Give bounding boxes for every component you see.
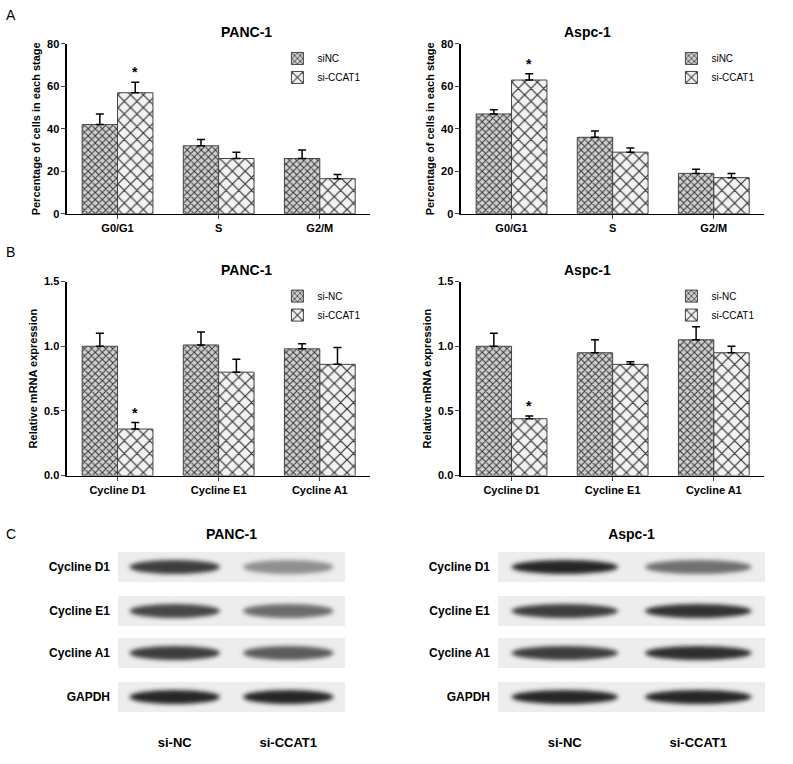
svg-text:si-NC: si-NC <box>548 735 583 750</box>
svg-text:Relative mRNA expression: Relative mRNA expression <box>421 309 433 449</box>
svg-text:*: * <box>526 398 532 414</box>
svg-text:60: 60 <box>47 80 59 92</box>
svg-text:Cycline A1: Cycline A1 <box>292 484 348 496</box>
svg-text:PANC-1: PANC-1 <box>221 262 272 278</box>
svg-text:0.0: 0.0 <box>44 469 59 481</box>
svg-text:Cycline D1: Cycline D1 <box>483 484 539 496</box>
svg-text:A: A <box>6 7 16 23</box>
svg-text:si-CCAT1: si-CCAT1 <box>669 735 727 750</box>
svg-text:si-CCAT1: si-CCAT1 <box>317 72 360 83</box>
svg-text:siNC: siNC <box>317 53 339 64</box>
svg-text:si-NC: si-NC <box>317 291 342 302</box>
svg-text:si-NC: si-NC <box>158 735 193 750</box>
svg-text:0: 0 <box>53 208 59 220</box>
svg-text:si-NC: si-NC <box>711 291 736 302</box>
svg-text:1.5: 1.5 <box>44 275 59 287</box>
svg-text:B: B <box>6 244 15 260</box>
svg-text:Cycline E1: Cycline E1 <box>585 484 641 496</box>
svg-text:*: * <box>132 405 138 421</box>
svg-text:Cycline E1: Cycline E1 <box>49 604 110 618</box>
svg-text:80: 80 <box>47 38 59 50</box>
svg-text:Percentage of cells in each st: Percentage of cells in each stage <box>30 42 42 215</box>
svg-text:Aspc-1: Aspc-1 <box>564 24 611 40</box>
svg-text:Relative mRNA expression: Relative mRNA expression <box>27 309 39 449</box>
svg-text:si-CCAT1: si-CCAT1 <box>711 310 754 321</box>
svg-text:Aspc-1: Aspc-1 <box>608 526 655 542</box>
svg-text:G0/G1: G0/G1 <box>495 222 527 234</box>
svg-text:si-CCAT1: si-CCAT1 <box>259 735 317 750</box>
svg-text:GAPDH: GAPDH <box>67 690 110 704</box>
svg-text:20: 20 <box>47 165 59 177</box>
svg-text:1.0: 1.0 <box>44 340 59 352</box>
svg-text:G2/M: G2/M <box>700 222 727 234</box>
svg-text:0: 0 <box>447 208 453 220</box>
svg-text:0.0: 0.0 <box>438 469 453 481</box>
svg-text:Cycline D1: Cycline D1 <box>429 560 491 574</box>
svg-text:Cycline E1: Cycline E1 <box>191 484 247 496</box>
svg-text:PANC-1: PANC-1 <box>206 526 257 542</box>
svg-text:Aspc-1: Aspc-1 <box>564 262 611 278</box>
svg-text:siNC: siNC <box>711 53 733 64</box>
svg-text:G2/M: G2/M <box>306 222 333 234</box>
svg-text:0.5: 0.5 <box>438 405 453 417</box>
svg-text:Cycline E1: Cycline E1 <box>429 604 490 618</box>
svg-text:C: C <box>6 526 16 542</box>
svg-text:0.5: 0.5 <box>44 405 59 417</box>
svg-text:1.0: 1.0 <box>438 340 453 352</box>
svg-text:Cycline D1: Cycline D1 <box>49 560 111 574</box>
svg-text:60: 60 <box>441 80 453 92</box>
svg-text:PANC-1: PANC-1 <box>221 24 272 40</box>
svg-text:*: * <box>526 56 532 72</box>
svg-text:80: 80 <box>441 38 453 50</box>
svg-text:20: 20 <box>441 165 453 177</box>
svg-text:Cycline D1: Cycline D1 <box>89 484 145 496</box>
svg-text:40: 40 <box>47 123 59 135</box>
svg-text:Percentage of cells in each st: Percentage of cells in each stage <box>424 42 436 215</box>
svg-text:G0/G1: G0/G1 <box>101 222 133 234</box>
svg-text:1.5: 1.5 <box>438 275 453 287</box>
svg-text:S: S <box>215 222 222 234</box>
svg-text:si-CCAT1: si-CCAT1 <box>317 310 360 321</box>
svg-text:S: S <box>609 222 616 234</box>
svg-text:GAPDH: GAPDH <box>447 690 490 704</box>
svg-text:si-CCAT1: si-CCAT1 <box>711 72 754 83</box>
svg-text:Cycline A1: Cycline A1 <box>49 646 110 660</box>
svg-text:40: 40 <box>441 123 453 135</box>
svg-text:Cycline A1: Cycline A1 <box>686 484 742 496</box>
svg-text:*: * <box>132 64 138 80</box>
svg-text:Cycline A1: Cycline A1 <box>429 646 490 660</box>
